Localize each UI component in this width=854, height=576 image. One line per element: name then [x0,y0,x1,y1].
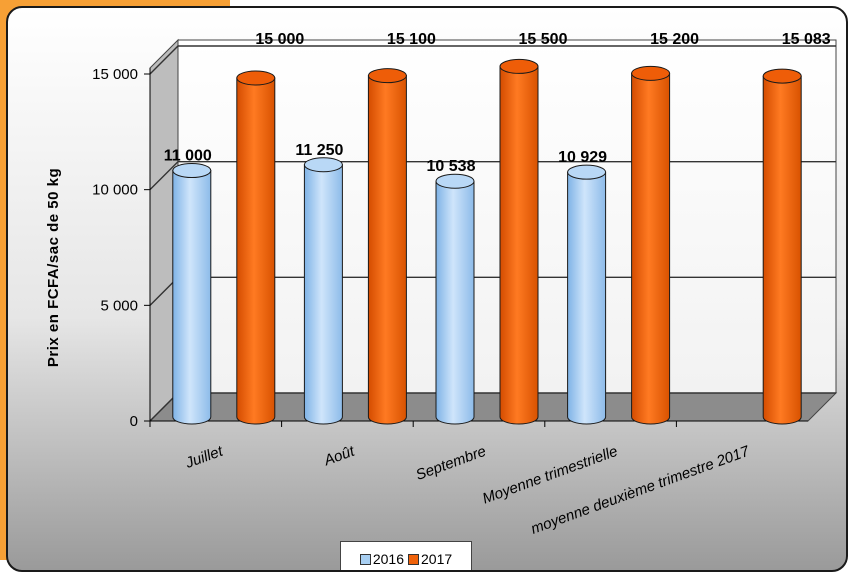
data-label-2016: 10 929 [558,149,607,166]
x-category-label: Août [321,443,358,470]
gridline [149,160,836,191]
bar-body-2017 [762,75,802,425]
legend-swatch-2016 [359,553,371,565]
bar-2016-2 [435,173,475,425]
x-category-label: Juillet [182,443,226,473]
data-label-2016: 11 250 [295,142,343,159]
data-label-2017: 15 200 [650,31,699,48]
bar-2017-1 [367,68,407,425]
bar-cap-2017 [762,68,802,84]
bar-cap-2016 [172,163,212,179]
bar-body-2017 [367,75,407,425]
y-tick-label: 5 000 [100,297,138,314]
y-tick-label: 10 000 [92,182,138,199]
bar-body-2017 [236,77,276,425]
bar-body-2017 [499,65,539,425]
bar-cap-2017 [631,65,671,81]
bar-2017-2 [499,58,539,425]
legend-label-2017: 2017 [421,551,453,567]
bar-2017-0 [236,70,276,425]
legend-label-2016: 2016 [372,551,404,567]
bar-body-2016 [435,180,475,425]
chart-plot: 0 5 000 10 000 15 000 Prix en FCFA/sac de 50… [45,31,838,538]
y-tick-label: 0 [130,413,138,430]
y-tick-label: 15 000 [92,66,138,83]
x-category-label: Septembre [414,443,489,484]
data-label-2016: 11 000 [164,148,212,165]
bar-2016-0 [172,163,212,425]
data-label-2017: 15 100 [387,31,436,48]
bar-cap-2017 [367,68,407,84]
legend-item-2016: 2016 [359,551,404,567]
legend-item-2017: 2017 [408,551,452,567]
data-label-2017: 15 000 [255,31,304,48]
legend: 2016 2017 [340,541,472,570]
bar-body-2017 [631,72,671,425]
bar-body-2016 [303,164,343,425]
y-axis-title: Prix en FCFA/sac de 50 kg [45,168,62,367]
legend-swatch-2017 [408,553,419,565]
chart-panel: 0 5 000 10 000 15 000 Prix en FCFA/sac de 50… [6,6,848,572]
data-label-2017: 15 500 [519,31,568,48]
gridline [149,45,836,75]
bar-cap-2017 [236,70,276,86]
bar-cap-2016 [303,157,343,173]
data-label-2016: 10 538 [427,158,476,175]
bar-body-2016 [567,171,607,425]
bar-cap-2016 [435,173,475,189]
bar-body-2016 [172,170,212,425]
bar-2016-3 [567,164,607,425]
bar-cap-2017 [499,58,539,74]
bar-2016-1 [303,157,343,425]
x-category-label: moyenne deuxième trimestre 2017 [529,443,752,538]
bar-2017-4 [762,68,802,425]
data-label-2017: 15 083 [782,31,831,48]
bar-cap-2016 [567,164,607,180]
bar-2017-3 [631,65,671,425]
